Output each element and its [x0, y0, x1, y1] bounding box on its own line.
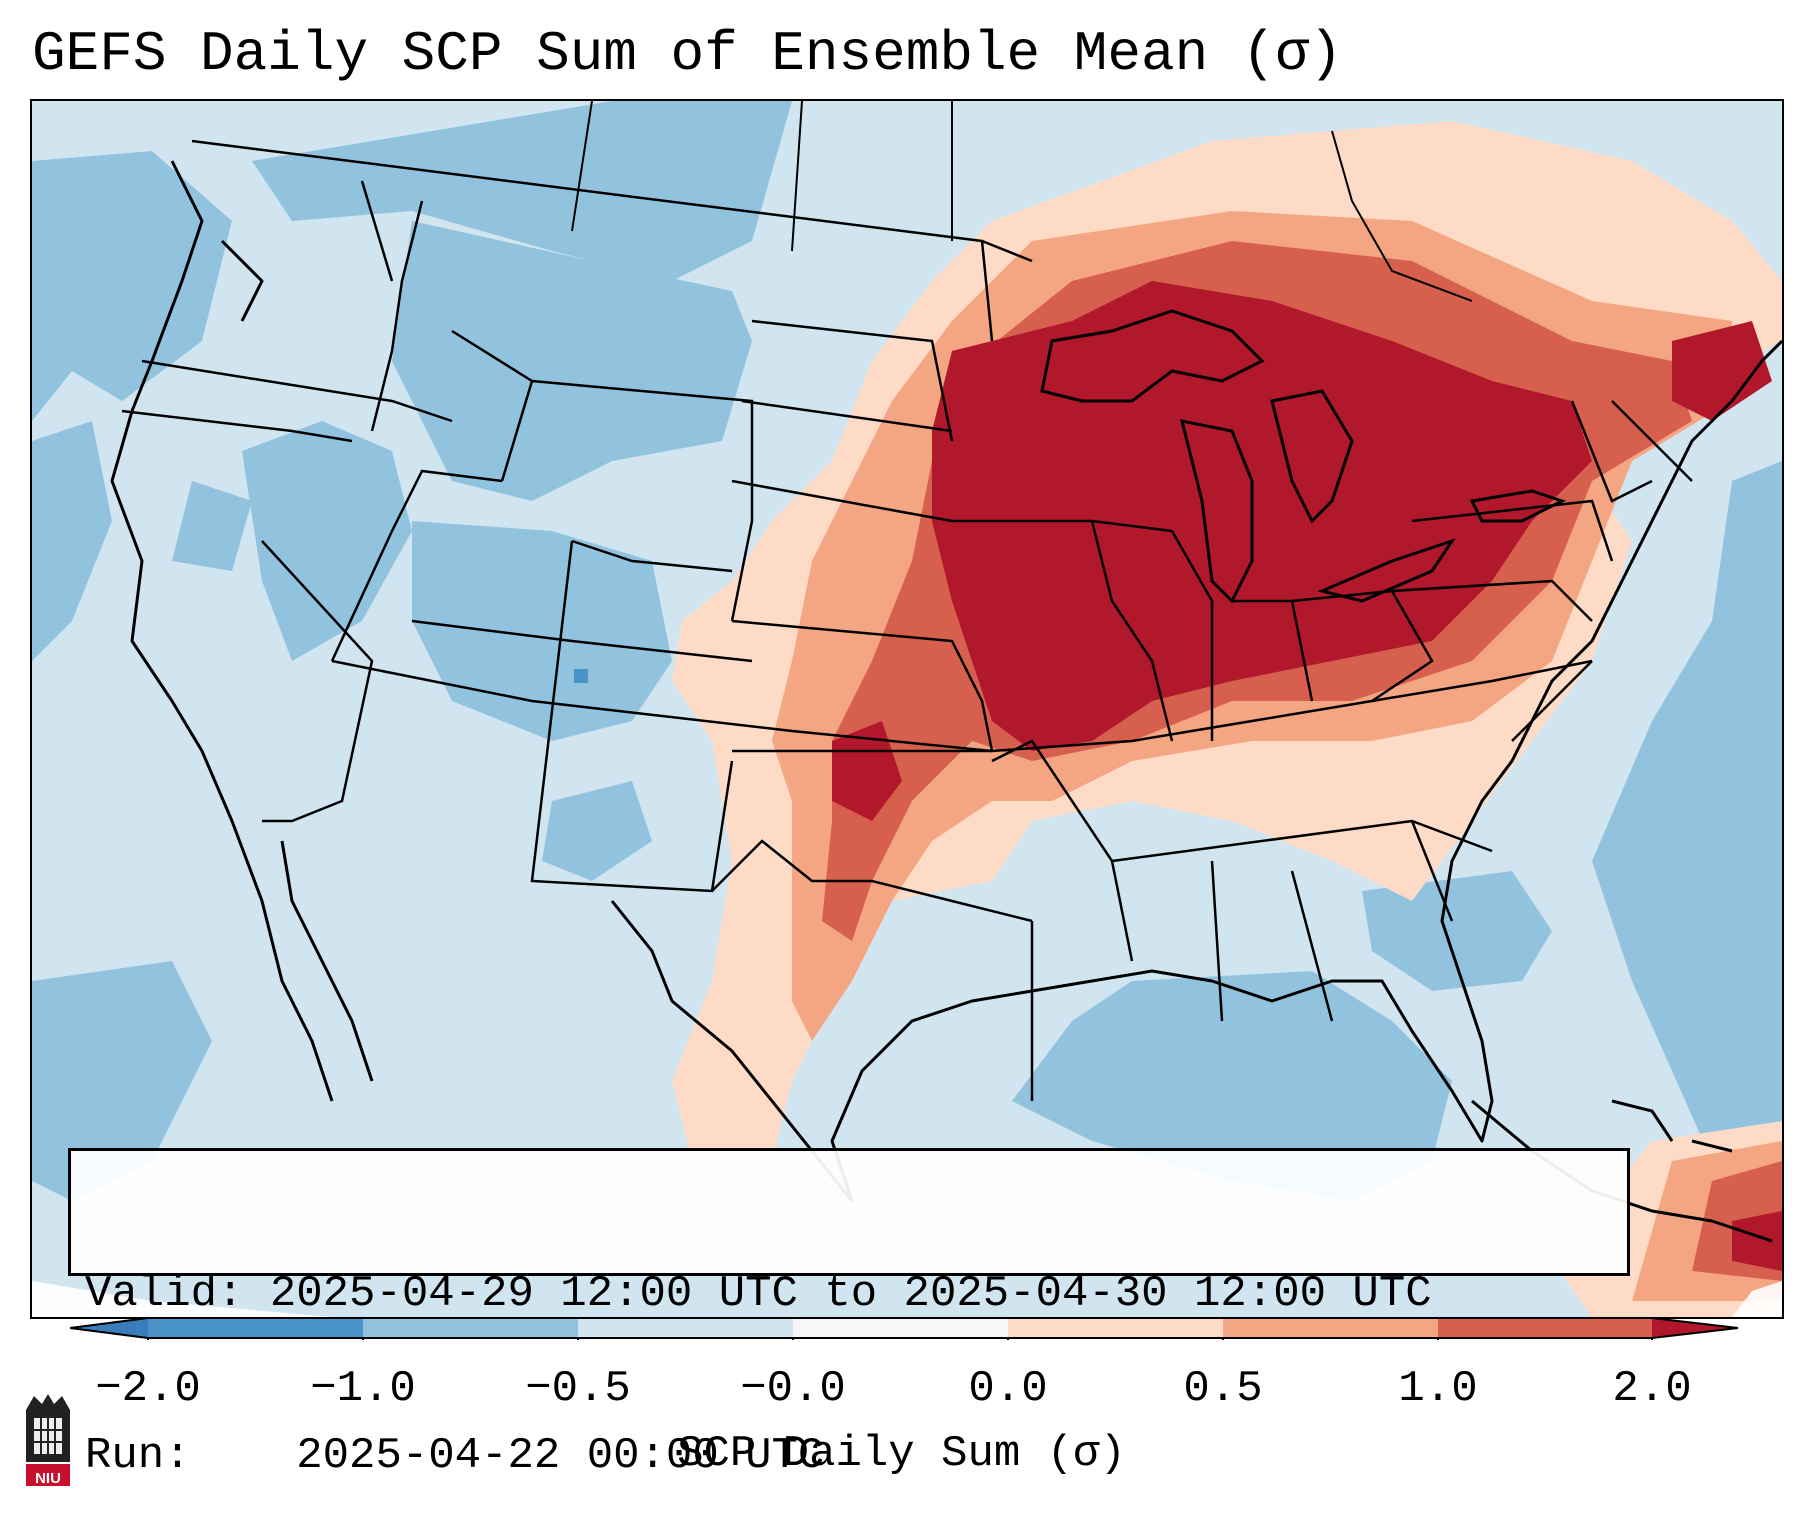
colorbar-extend-low	[70, 1318, 148, 1338]
colorbar-tick-label: −0.5	[525, 1364, 631, 1414]
valid-value: 2025-04-29 12:00 UTC to 2025-04-30 12:00…	[269, 1269, 1432, 1319]
great-lakes	[1040, 309, 1566, 604]
colorbar-tick-label: −2.0	[95, 1364, 201, 1414]
valid-run-info-box: Valid: 2025-04-29 12:00 UTC to 2025-04-3…	[68, 1148, 1630, 1481]
colorbar-bin	[148, 1318, 363, 1338]
colorbar-tick-label: 1.0	[1398, 1364, 1478, 1414]
colorbar-tick-label: −1.0	[310, 1364, 416, 1414]
colorbar-outline	[70, 1317, 1739, 1339]
colorbar-tick-label: 2.0	[1612, 1364, 1692, 1414]
colorbar-bin	[1008, 1318, 1223, 1338]
niu-logo	[26, 1394, 70, 1486]
run-value: 2025-04-22 00:00 UTC	[296, 1431, 825, 1481]
run-label: Run:	[85, 1431, 191, 1481]
below-domain-fade-right	[1732, 1281, 1782, 1317]
logo-text: NIU	[35, 1470, 61, 1487]
colorbar-bin	[363, 1318, 578, 1338]
below-domain-fade	[32, 1281, 332, 1317]
valid-row: Valid: 2025-04-29 12:00 UTC to 2025-04-3…	[85, 1267, 1613, 1321]
colorbar-tick-label: 0.5	[1183, 1364, 1263, 1414]
map-title: GEFS Daily SCP Sum of Ensemble Mean (σ)	[32, 22, 1343, 86]
colorbar-title: SCP Daily Sum (σ)	[677, 1429, 1126, 1479]
colorbar-extend-high	[1652, 1318, 1738, 1338]
colorbar-tick-label: −0.0	[740, 1364, 846, 1414]
anomaly-map	[32, 101, 1782, 1317]
dark-blue-cell	[574, 669, 588, 683]
colorbar-bin	[1438, 1318, 1652, 1338]
valid-label: Valid:	[85, 1269, 244, 1319]
negative-anomaly-patches	[32, 101, 1782, 1201]
colorbar-bin	[793, 1318, 1008, 1338]
map-panel	[30, 99, 1784, 1319]
colorbar-bin	[578, 1318, 793, 1338]
extreme-positive-anomaly	[832, 281, 1782, 1271]
colorbar-tick-label: 0.0	[968, 1364, 1048, 1414]
canada-borders	[571, 101, 1473, 302]
colorbar	[70, 1317, 1739, 1340]
state-borders	[121, 139, 1693, 1101]
run-row: Run: 2025-04-22 00:00 UTC	[85, 1429, 1613, 1483]
colorbar-bin	[1223, 1318, 1438, 1338]
